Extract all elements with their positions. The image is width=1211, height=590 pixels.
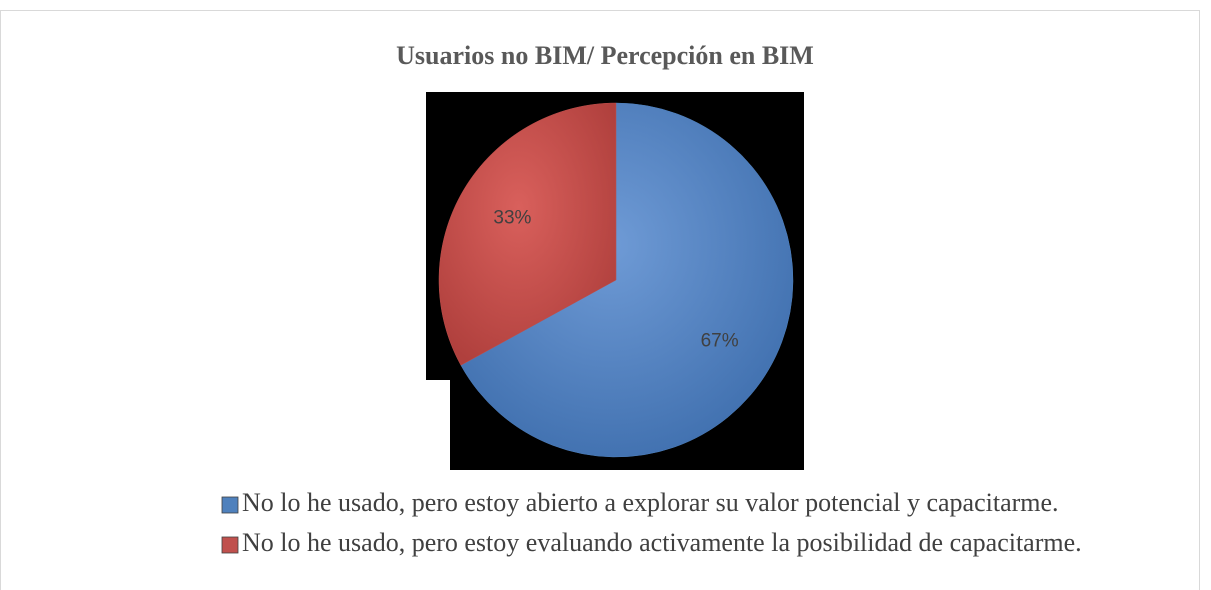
data-label: 67% — [701, 330, 739, 351]
legend-label: No lo he usado, pero estoy abierto a exp… — [242, 488, 1059, 517]
data-label: 33% — [493, 208, 531, 229]
pie-slice — [460, 102, 794, 458]
chart-frame — [0, 10, 1200, 590]
pie-slice — [438, 102, 617, 366]
pie: 67% 33% — [438, 102, 794, 458]
legend-swatch — [221, 536, 239, 554]
legend-swatch — [221, 496, 239, 514]
legend: No lo he usado, pero estoy abierto a exp… — [221, 488, 1082, 557]
chart-title: Usuarios no BIM/ Percepción en BIM — [396, 41, 814, 70]
legend-label: No lo he usado, pero estoy evaluando act… — [242, 528, 1082, 557]
